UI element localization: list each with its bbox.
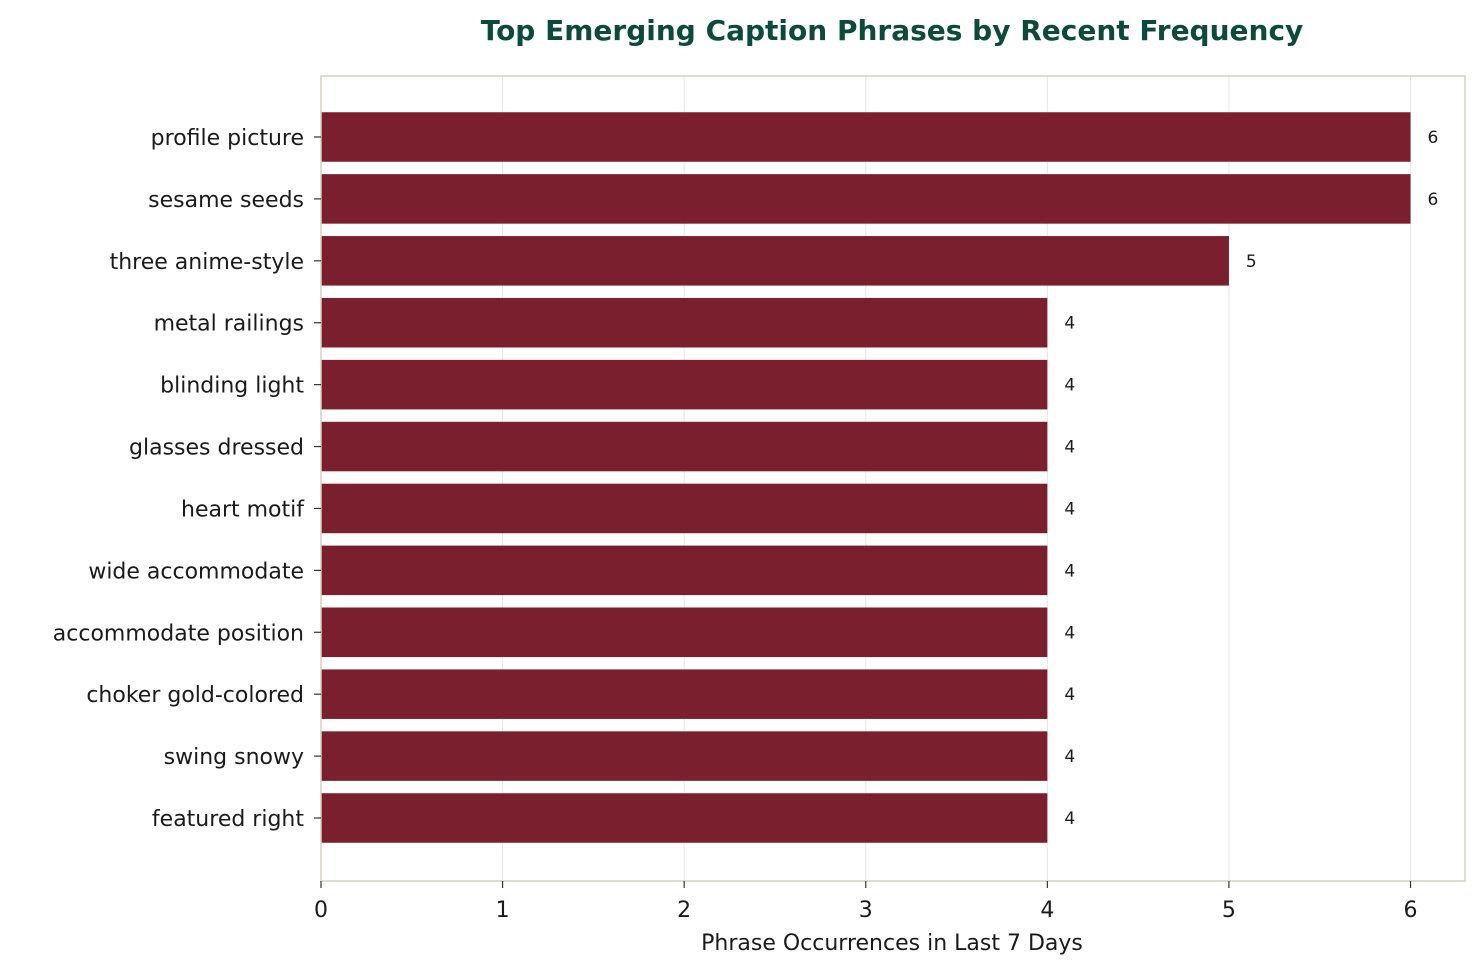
y-tick-label: choker gold-colored	[86, 683, 304, 708]
plot-frame	[320, 75, 1466, 882]
bar	[321, 669, 1048, 719]
bar	[321, 297, 1048, 348]
y-tick-label: sesame seeds	[148, 188, 304, 213]
bar	[321, 359, 1048, 410]
data-label: 6	[1428, 128, 1439, 148]
y-tick-label: profile picture	[151, 126, 304, 151]
bar	[321, 793, 1048, 843]
y-tick-label: blinding light	[160, 374, 304, 399]
x-axis-label: Phrase Occurrences in Last 7 Days	[701, 931, 1083, 956]
bar	[321, 731, 1048, 781]
y-tick-label: swing snowy	[164, 745, 304, 770]
x-tick-label: 2	[677, 898, 691, 923]
data-label: 4	[1064, 376, 1075, 396]
x-tick-label: 3	[859, 898, 873, 923]
bar	[321, 174, 1411, 224]
data-label: 4	[1064, 314, 1075, 334]
y-tick-label: accommodate position	[53, 621, 304, 646]
data-label: 4	[1064, 499, 1075, 519]
bar	[321, 483, 1048, 534]
chart-title: Top Emerging Caption Phrases by Recent F…	[481, 14, 1304, 47]
data-labels: 6 6 5 4 4 4 4 4 4 4 4 4	[1064, 128, 1438, 829]
data-label: 4	[1064, 623, 1075, 643]
data-label: 4	[1064, 561, 1075, 581]
data-label: 4	[1064, 747, 1075, 767]
data-label: 6	[1428, 190, 1439, 210]
x-axis-ticks: 0 1 2 3 4 5 6	[314, 881, 1418, 923]
data-label: 4	[1064, 809, 1075, 829]
data-label: 4	[1064, 685, 1075, 705]
data-label: 4	[1064, 438, 1075, 458]
x-tick-label: 1	[496, 898, 510, 923]
y-tick-label: glasses dressed	[129, 436, 304, 461]
x-tick-label: 6	[1404, 898, 1418, 923]
y-tick-label: three anime-style	[110, 250, 304, 275]
y-tick-label: heart motif	[181, 497, 305, 522]
bar	[321, 607, 1048, 658]
x-tick-label: 0	[314, 898, 328, 923]
y-tick-label: featured right	[152, 807, 304, 832]
bar	[321, 545, 1048, 596]
bar	[321, 421, 1048, 472]
x-tick-label: 4	[1040, 898, 1054, 923]
bars	[321, 112, 1411, 843]
bar	[321, 236, 1229, 286]
y-tick-label: wide accommodate	[88, 559, 304, 584]
x-tick-label: 5	[1222, 898, 1236, 923]
bar	[321, 112, 1411, 162]
data-label: 5	[1246, 252, 1257, 272]
y-tick-label: metal railings	[154, 312, 304, 337]
y-axis-ticks: profile picture sesame seeds three anime-s…	[53, 126, 321, 832]
